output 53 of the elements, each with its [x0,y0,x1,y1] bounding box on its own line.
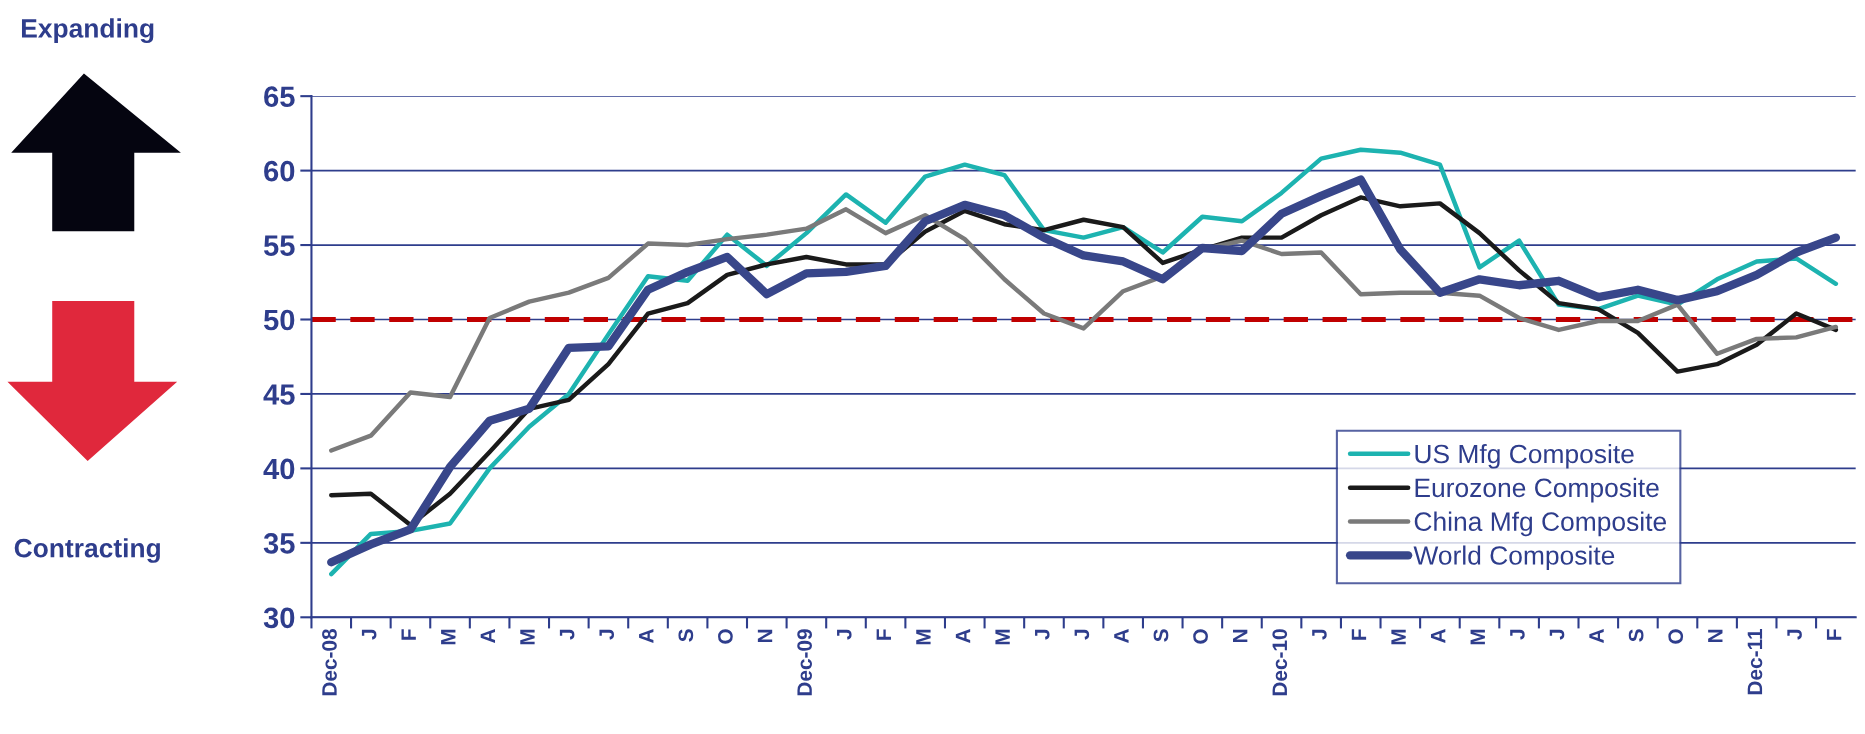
y-tick-label: 60 [264,160,295,182]
text: Contracting [14,538,160,563]
text: Expanding [21,18,154,44]
x-tick-label: M [995,629,1010,645]
x-tick-label: S [678,629,694,642]
x-tick-label: J [837,629,852,640]
x-tick-label: N [1233,629,1248,643]
legend-label: Eurozone Composite [1415,477,1659,503]
x-tick-label: M [1391,629,1406,645]
x-tick-label: J [1074,629,1090,640]
x-tick-label: O [1193,629,1208,644]
x-tick-label: J [1787,629,1802,640]
x-tick-label: J [1312,629,1327,640]
legend-label: US Mfg Composite [1415,443,1634,469]
y-tick-label: 65 [264,86,295,108]
x-tick-label: Dec-08 [322,629,337,696]
x-tick-label: J [361,629,377,640]
x-tick-label: A [1430,628,1446,643]
y-tick-label: 50 [263,309,295,331]
x-tick-label: J [1549,629,1565,640]
x-tick-label: F [1826,629,1842,640]
y-tick-label: 45 [263,384,295,405]
x-tick-label: M [1470,629,1485,645]
legend-label: China Mfg Composite [1414,511,1666,537]
x-tick-label: J [1510,629,1525,640]
x-tick-label: Dec-09 [797,629,812,696]
x-tick-label: S [1628,629,1644,642]
y-tick-label: 40 [263,458,295,480]
x-tick-label: N [757,629,773,643]
x-tick-label: A [1114,628,1129,643]
y-tick-label: 30 [263,607,295,629]
x-tick-label: Dec-10 [1272,629,1288,696]
y-tick-label: 35 [263,533,295,554]
x-tick-label: J [559,629,575,640]
x-tick-label: J [599,629,615,640]
x-tick-label: M [520,629,535,645]
x-tick-label: F [1351,629,1367,640]
x-tick-label: M [916,629,931,645]
x-tick-label: S [1153,629,1169,642]
x-tick-label: A [639,628,654,643]
x-tick-label: J [1035,629,1050,640]
legend-label: World Composite [1413,545,1615,571]
x-tick-label: M [441,629,456,645]
y-tick-label: 55 [263,235,295,256]
x-tick-label: O [1668,629,1684,644]
x-tick-label: Dec-11 [1747,628,1763,695]
x-tick-label: O [718,629,733,644]
x-tick-label: F [401,629,416,640]
x-tick-label: N [1708,629,1723,643]
x-tick-label: A [480,628,496,643]
x-tick-label: F [876,629,891,640]
x-tick-label: A [955,628,971,643]
x-tick-label: A [1589,628,1604,643]
